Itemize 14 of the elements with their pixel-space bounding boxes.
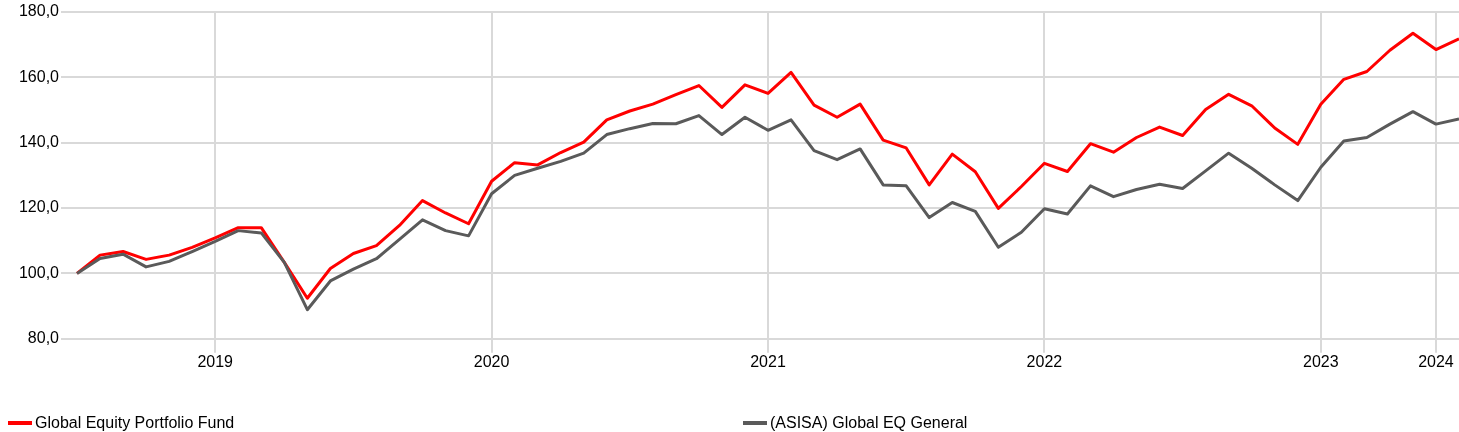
legend-label: Global Equity Portfolio Fund (35, 414, 235, 432)
x-tick-label: 2022 (1026, 352, 1063, 370)
x-tick-label: 2020 (473, 352, 510, 370)
y-tick-label: 80,0 (27, 329, 60, 347)
x-tick-label: 2019 (197, 352, 234, 370)
legend-label: (ASISA) Global EQ General (770, 414, 968, 432)
x-tick-label: 2023 (1303, 352, 1339, 370)
x-tick-label: 2021 (750, 352, 786, 370)
y-tick-label: 140,0 (18, 133, 60, 151)
y-tick-label: 100,0 (18, 263, 60, 281)
y-tick-label: 180,0 (18, 2, 60, 20)
x-tick-label: 2024 (1418, 352, 1454, 370)
y-tick-label: 160,0 (18, 67, 60, 85)
y-tick-label: 120,0 (18, 198, 60, 216)
